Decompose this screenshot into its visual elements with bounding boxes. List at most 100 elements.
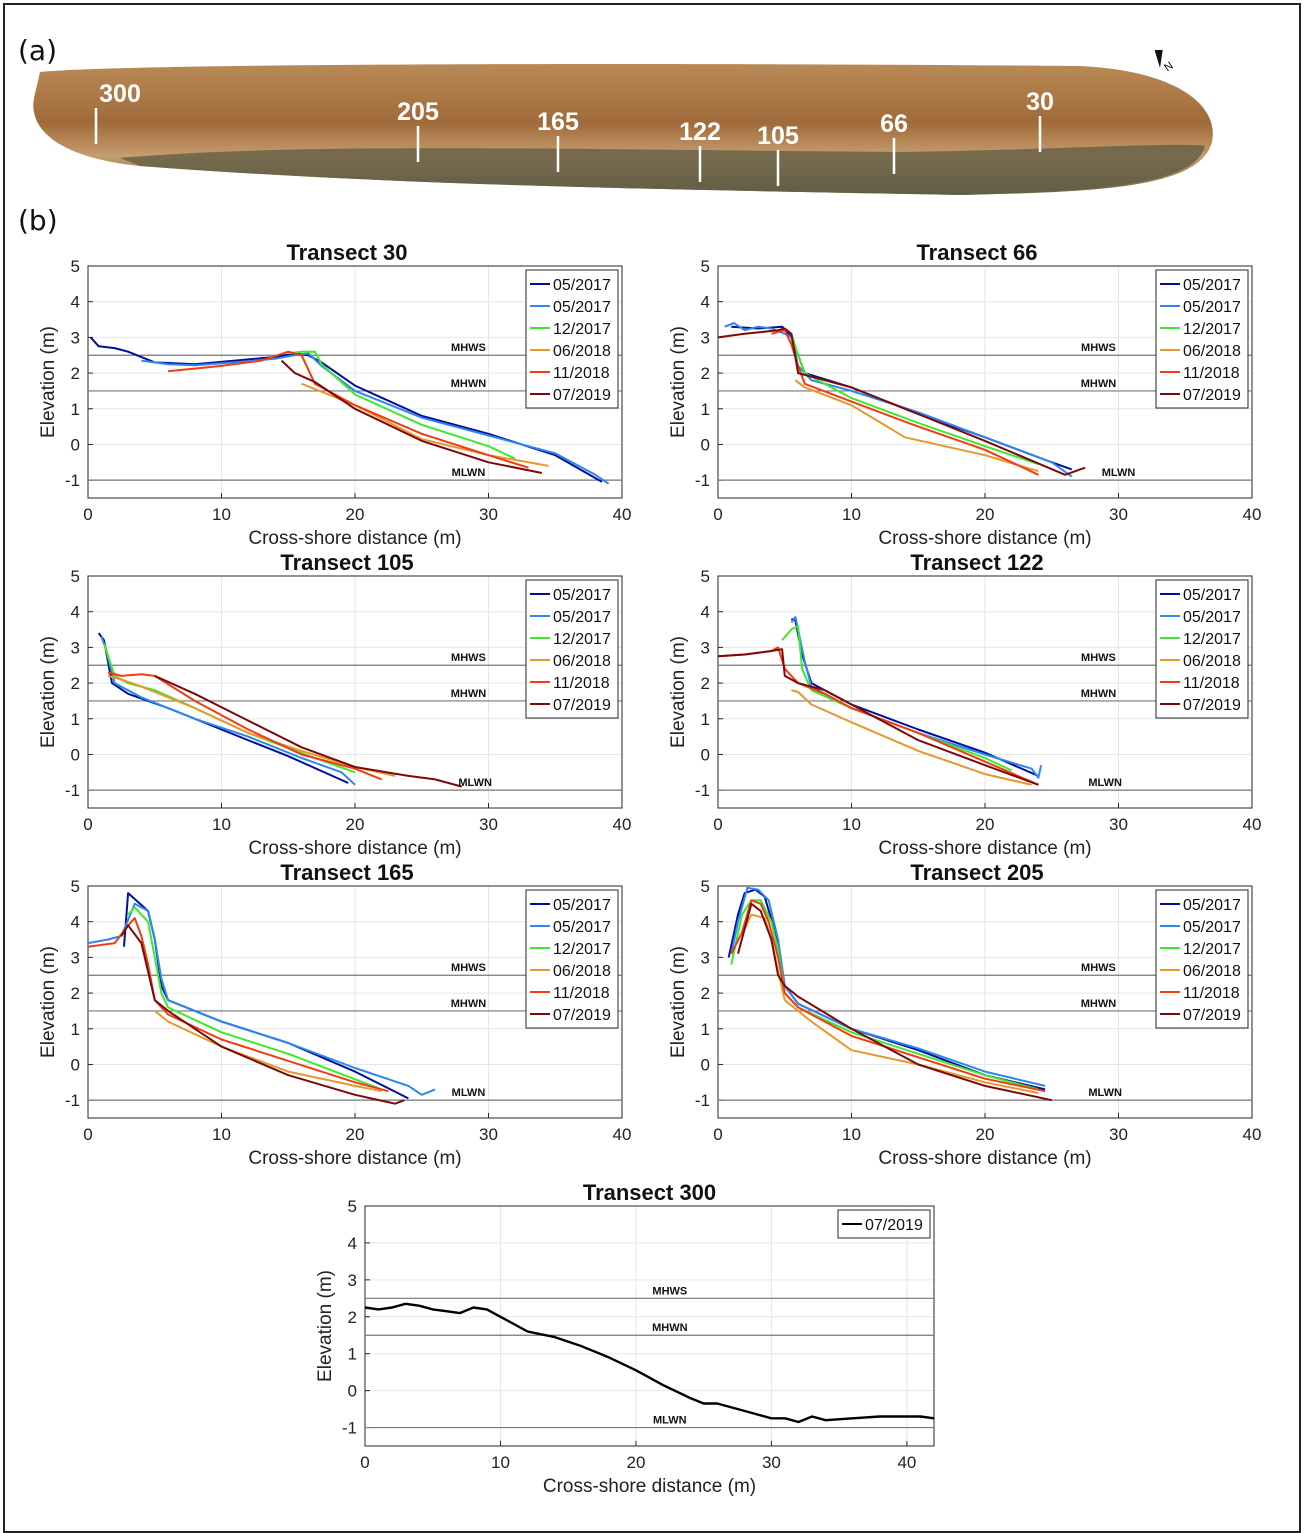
y-tick-label: -1 [695,781,710,800]
legend-entry: 07/2019 [553,387,611,404]
tide-label-mlwn: MLWN [458,777,492,789]
series-line-12-2017-2 [127,906,383,1091]
series-line-11-2018-4 [771,329,1039,476]
y-tick-label: -1 [695,1091,710,1110]
chart-title: Transect 300 [583,1180,716,1205]
y-tick-label: 1 [701,400,710,419]
x-axis-label: Cross-shore distance (m) [248,1148,461,1169]
y-tick-label: 2 [701,674,710,693]
series-line-12-2017-2 [781,625,1013,772]
legend-box [525,579,619,719]
x-tick-label: 10 [212,815,231,834]
x-axis-label: Cross-shore distance (m) [248,838,461,859]
y-tick-label: 3 [701,328,710,347]
series-line-07-2019-5 [737,902,1053,1102]
legend-entry: 07/2019 [553,697,611,714]
transect-marker-label: 165 [537,108,579,136]
tide-label-mhws: MHWS [451,652,486,664]
x-tick-label: 40 [1243,1125,1262,1144]
plot-border [717,265,1253,499]
x-tick-label: 0 [713,1125,722,1144]
y-tick-label: 3 [71,638,80,657]
chart-title: Transect 205 [910,860,1043,885]
y-tick-label: 4 [71,603,80,622]
tide-label-mlwn: MLWN [1088,1087,1122,1099]
legend-entry: 11/2018 [553,365,610,382]
x-tick-label: 40 [613,505,632,524]
tide-label-mhwn: MHWN [451,378,486,390]
y-tick-label: 1 [701,710,710,729]
y-tick-label: 0 [71,1055,80,1074]
tide-label-mhwn: MHWN [451,688,486,700]
x-tick-label: 20 [346,505,365,524]
y-tick-label: 1 [701,1020,710,1039]
legend-entry: 05/2017 [553,609,611,626]
y-tick-label: 3 [71,948,80,967]
tide-label-mhwn: MHWN [451,998,486,1010]
legend-entry: 06/2018 [1183,343,1241,360]
legend-entry: 05/2017 [553,587,611,604]
x-tick-label: 20 [976,815,995,834]
y-tick-label: 2 [348,1308,357,1327]
legend-entry: 06/2018 [1183,963,1241,980]
legend-entry: 05/2017 [553,277,611,294]
x-tick-label: 20 [976,505,995,524]
plot-border [364,1205,935,1447]
series-line-06-2018-3 [791,689,1032,786]
tide-label-mhws: MHWS [451,342,486,354]
legend-entry: 12/2017 [1183,321,1241,338]
tide-label-mlwn: MLWN [452,1087,486,1099]
tide-label-mhws: MHWS [1081,962,1116,974]
legend-entry: 12/2017 [553,941,611,958]
tide-label-mhwn: MHWN [1081,378,1116,390]
legend-entry: 07/2019 [1183,387,1241,404]
transect-marker-label: 66 [880,110,908,138]
y-tick-label: 2 [71,984,80,1003]
x-tick-label: 20 [346,815,365,834]
y-tick-label: 1 [71,1020,80,1039]
tide-label-mhws: MHWS [1081,342,1116,354]
x-axis-label: Cross-shore distance (m) [543,1476,756,1497]
y-axis-label: Elevation (m) [668,326,689,438]
y-tick-label: 1 [71,710,80,729]
legend-entry: 07/2019 [1183,697,1241,714]
aerial-beach-map: 300 205 165 122 105 66 30 N [33,50,1213,195]
series-line-07-2019-5 [717,648,1039,786]
x-tick-label: 10 [842,505,861,524]
legend-entry: 07/2019 [1183,1007,1241,1024]
tide-label-mhws: MHWS [1081,652,1116,664]
y-tick-label: 0 [71,745,80,764]
series-line-05-2017-1 [730,886,1046,1087]
y-tick-label: 0 [71,435,80,454]
x-tick-label: 10 [842,815,861,834]
legend-entry: 11/2018 [1183,985,1240,1002]
series-line-12-2017-2 [790,333,1039,466]
legend-box [1155,579,1249,719]
legend-entry: 07/2019 [865,1217,923,1234]
x-tick-label: 10 [491,1453,510,1472]
y-axis-label: Elevation (m) [668,636,689,748]
y-tick-label: 4 [701,603,710,622]
x-tick-label: 40 [897,1453,916,1472]
north-arrow-icon: N [1154,50,1182,74]
legend-entry: 05/2017 [1183,299,1241,316]
x-tick-label: 10 [212,505,231,524]
legend-entry: 12/2017 [553,321,611,338]
series-line-06-2018-3 [301,382,549,467]
legend-entry: 05/2017 [553,299,611,316]
series-line-06-2018-3 [794,379,1039,473]
legend-entry: 05/2017 [1183,609,1241,626]
y-tick-label: 2 [71,674,80,693]
legend-box [1155,269,1249,409]
y-tick-label: -1 [342,1419,357,1438]
y-axis-label: Elevation (m) [38,636,59,748]
y-tick-label: 5 [701,257,710,276]
legend-entry: 05/2017 [1183,277,1241,294]
y-tick-label: 4 [701,293,710,312]
tide-label-mhwn: MHWN [1081,688,1116,700]
y-tick-label: -1 [65,471,80,490]
